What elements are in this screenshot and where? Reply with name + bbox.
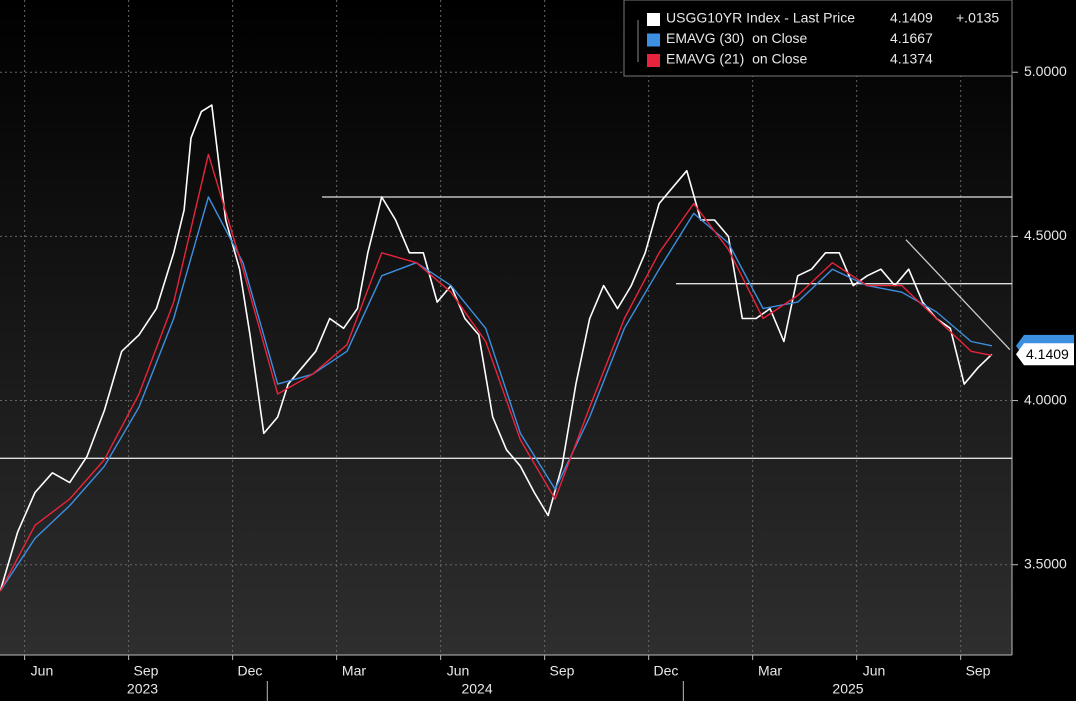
- x-tick-label: Sep: [133, 663, 158, 679]
- x-tick-label: Dec: [238, 663, 263, 679]
- x-tick-label: Sep: [966, 663, 991, 679]
- last-value-tag: [1016, 343, 1074, 366]
- legend-swatch: [647, 13, 660, 26]
- legend-value: 4.1409: [890, 10, 933, 26]
- plot-area: [0, 0, 1012, 655]
- x-tick-label: Jun: [863, 663, 886, 679]
- legend-box: [623, 0, 1013, 77]
- x-tick-label: Jun: [447, 663, 470, 679]
- last-value-label: 4.1409: [1026, 346, 1069, 362]
- legend-label: EMAVG (21) on Close: [666, 51, 808, 67]
- year-label: 2025: [832, 681, 863, 697]
- trend-line: [905, 239, 1011, 351]
- legend-title: USGG10YR Index - Last Price: [666, 10, 855, 26]
- y-tick-label: 4.0000: [1024, 391, 1067, 407]
- y-tick-label: 4.5000: [1024, 227, 1067, 243]
- y-tick-label: 5.0000: [1024, 63, 1067, 79]
- x-tick-label: Dec: [654, 663, 679, 679]
- legend-value: 4.1667: [890, 30, 933, 46]
- legend-change: +.0135: [956, 10, 999, 26]
- x-tick-label: Sep: [550, 663, 575, 679]
- legend-label: EMAVG (30) on Close: [666, 30, 808, 46]
- ema-line: [0, 196, 993, 592]
- ema-line: [0, 153, 993, 592]
- legend-value: 4.1374: [890, 51, 933, 67]
- x-tick-label: Mar: [342, 663, 366, 679]
- y-tick-label: 3.5000: [1024, 555, 1067, 571]
- year-label: 2023: [127, 681, 158, 697]
- x-tick-label: Jun: [31, 663, 54, 679]
- legend-swatch: [647, 33, 660, 47]
- x-tick-label: Mar: [758, 663, 782, 679]
- legend-swatch: [647, 54, 660, 67]
- year-label: 2024: [461, 681, 492, 697]
- price-line: [0, 104, 993, 592]
